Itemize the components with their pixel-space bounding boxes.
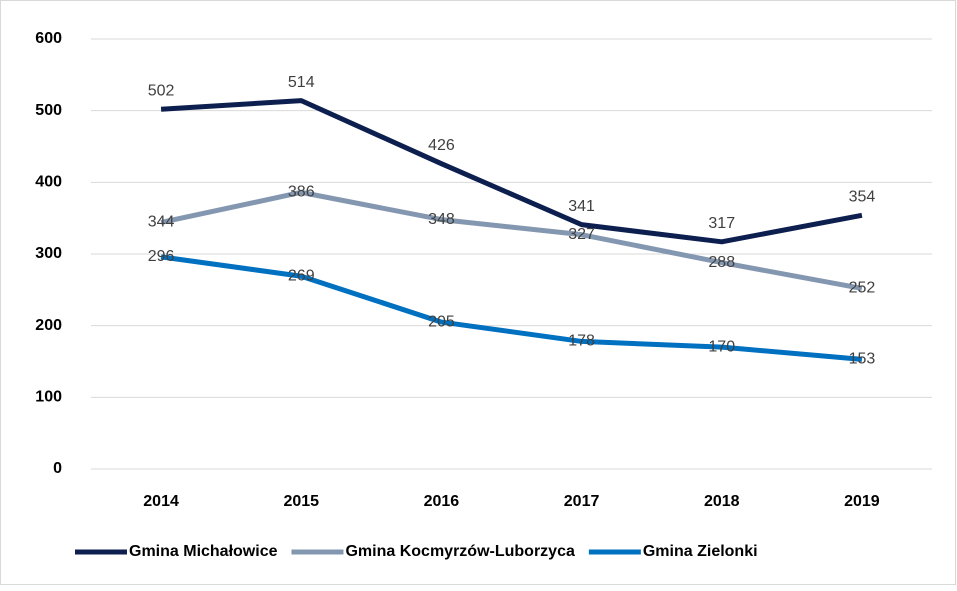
x-tick-label: 2019	[844, 493, 880, 510]
data-label: 344	[148, 214, 175, 231]
x-tick-label: 2014	[143, 493, 179, 510]
legend-label: Gmina Kocmyrzów-Luborzyca	[345, 543, 574, 560]
legend-label: Gmina Michałowice	[129, 543, 278, 560]
x-tick-label: 2015	[283, 493, 319, 510]
x-tick-label: 2016	[424, 493, 460, 510]
line-series	[160, 189, 863, 291]
data-label: 354	[849, 189, 876, 206]
data-label: 386	[288, 184, 315, 201]
data-label: 514	[288, 74, 315, 91]
data-label: 296	[148, 248, 175, 265]
data-label: 327	[568, 226, 595, 243]
data-label: 502	[148, 82, 175, 99]
data-label: 348	[428, 211, 455, 228]
y-tick-label: 0	[53, 460, 62, 477]
x-tick-label: 2018	[704, 493, 740, 510]
y-tick-label: 600	[35, 30, 62, 47]
y-tick-label: 400	[35, 174, 62, 191]
y-tick-label: 100	[35, 389, 62, 406]
line-series	[160, 254, 863, 362]
data-label: 252	[849, 280, 876, 297]
data-label: 178	[568, 333, 595, 350]
data-label: 269	[288, 267, 315, 284]
data-label: 288	[708, 254, 735, 271]
legend-label: Gmina Zielonki	[643, 543, 758, 560]
y-tick-label: 500	[35, 102, 62, 119]
data-label: 426	[428, 137, 455, 154]
data-label: 153	[849, 351, 876, 368]
y-tick-label: 300	[35, 245, 62, 262]
y-tick-label: 200	[35, 317, 62, 334]
line-series	[160, 98, 863, 245]
data-label: 341	[568, 198, 595, 215]
data-label: 170	[708, 338, 735, 355]
data-label: 205	[428, 313, 455, 330]
data-label: 317	[708, 215, 735, 232]
x-tick-label: 2017	[564, 493, 600, 510]
